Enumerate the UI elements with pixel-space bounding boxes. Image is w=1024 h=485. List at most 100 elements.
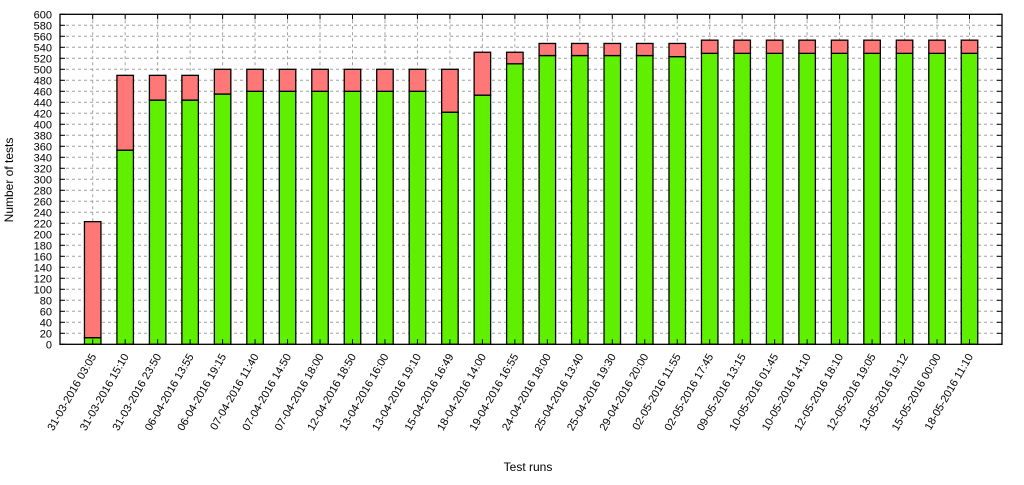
bar-group xyxy=(278,68,297,345)
bar-group xyxy=(376,68,394,345)
bar-segment-failed xyxy=(830,39,849,55)
plot-border xyxy=(59,13,1003,345)
bar-group xyxy=(700,39,719,345)
bar-segment-passed xyxy=(246,90,264,345)
bar-group xyxy=(830,39,849,345)
y-tick-label: 440 xyxy=(34,97,52,109)
y-tick-label: 320 xyxy=(34,163,52,175)
bar-segment-passed xyxy=(668,56,687,345)
bar-segment-failed xyxy=(181,74,200,101)
y-tick-label: 480 xyxy=(34,75,52,87)
bar-group xyxy=(181,74,200,345)
bar-segment-failed xyxy=(928,39,946,55)
bar-group xyxy=(213,68,232,345)
bar-segment-failed xyxy=(798,39,817,55)
bar-segment-passed xyxy=(798,52,817,345)
bar-segment-passed xyxy=(311,90,329,345)
bar-segment-failed xyxy=(408,68,427,92)
bar-segment-passed xyxy=(765,52,784,345)
y-tick-label: 140 xyxy=(34,262,52,274)
bar-segment-passed xyxy=(116,149,135,345)
bar-group xyxy=(765,39,784,345)
bar-group xyxy=(538,42,557,345)
bar-segment-passed xyxy=(960,52,979,345)
bar-group xyxy=(928,39,946,345)
bar-segment-failed xyxy=(376,68,394,92)
bar-group xyxy=(960,39,979,345)
bar-group xyxy=(798,39,817,345)
bar-group xyxy=(311,68,329,345)
x-axis-label: Test runs xyxy=(504,460,553,474)
bar-segment-passed xyxy=(863,52,881,345)
bar-segment-passed xyxy=(505,63,524,345)
bar-segment-passed xyxy=(376,90,394,345)
bar-segment-failed xyxy=(765,39,784,55)
bar-segment-passed xyxy=(635,54,654,345)
y-tick-label: 200 xyxy=(34,229,52,241)
bar-segment-failed xyxy=(895,39,914,55)
y-tick-label: 240 xyxy=(34,207,52,219)
bar-group xyxy=(895,39,914,345)
bar-segment-passed xyxy=(895,52,914,345)
y-tick-label: 380 xyxy=(34,130,52,142)
y-tick-label: 280 xyxy=(34,185,52,197)
bar-segment-failed xyxy=(343,68,362,92)
bar-segment-passed xyxy=(570,54,589,345)
bar-group xyxy=(441,68,459,345)
bar-group xyxy=(635,42,654,345)
y-axis-label: Number of tests xyxy=(2,138,16,223)
bar-segment-passed xyxy=(181,99,200,345)
y-tick-label: 100 xyxy=(34,284,52,296)
y-tick-label: 520 xyxy=(34,53,52,65)
bar-segment-failed xyxy=(473,51,492,96)
axes xyxy=(59,13,1003,345)
y-tick-label: 500 xyxy=(34,64,52,76)
bar-segment-failed xyxy=(668,42,687,58)
bar-segment-failed xyxy=(603,42,622,57)
grid-lines xyxy=(60,14,1002,345)
bar-segment-passed xyxy=(830,52,849,345)
bar-group xyxy=(603,42,622,345)
bar-group xyxy=(863,39,881,345)
bar-segment-passed xyxy=(213,93,232,345)
y-tick-label: 120 xyxy=(34,273,52,285)
bar-segment-failed xyxy=(505,51,524,65)
bar-segment-failed xyxy=(570,42,589,57)
y-tick-label: 560 xyxy=(34,31,52,43)
bar-segment-passed xyxy=(441,111,459,345)
bar-group xyxy=(733,39,752,345)
bar-segment-passed xyxy=(148,99,167,345)
bar-segment-failed xyxy=(635,42,654,57)
bar-group xyxy=(83,220,102,345)
y-tick-label: 460 xyxy=(34,86,52,98)
bar-segment-failed xyxy=(538,42,557,57)
bar-group xyxy=(505,51,524,345)
y-tick-label: 600 xyxy=(34,9,52,21)
bar-segment-failed xyxy=(246,68,264,92)
y-tick-label: 180 xyxy=(34,240,52,252)
bar-group xyxy=(246,68,264,345)
bar-group xyxy=(148,74,167,345)
y-tick-label: 580 xyxy=(34,20,52,32)
y-tick-label: 20 xyxy=(40,328,52,340)
y-tick-label: 420 xyxy=(34,108,52,120)
bar-segment-failed xyxy=(116,74,135,151)
bar-segment-failed xyxy=(733,39,752,55)
bar-segment-passed xyxy=(603,54,622,345)
bar-segment-failed xyxy=(960,39,979,55)
bar-segment-failed xyxy=(213,68,232,95)
bar-segment-failed xyxy=(863,39,881,55)
bars xyxy=(83,39,979,345)
bar-group xyxy=(570,42,589,345)
bar-segment-passed xyxy=(538,54,557,345)
y-tick-label: 80 xyxy=(40,295,52,307)
y-tick-label: 40 xyxy=(40,317,52,329)
bar-segment-failed xyxy=(311,68,329,92)
y-tick-label: 60 xyxy=(40,306,52,318)
bar-segment-failed xyxy=(83,220,102,339)
bar-segment-passed xyxy=(278,90,297,345)
bar-segment-failed xyxy=(278,68,297,92)
